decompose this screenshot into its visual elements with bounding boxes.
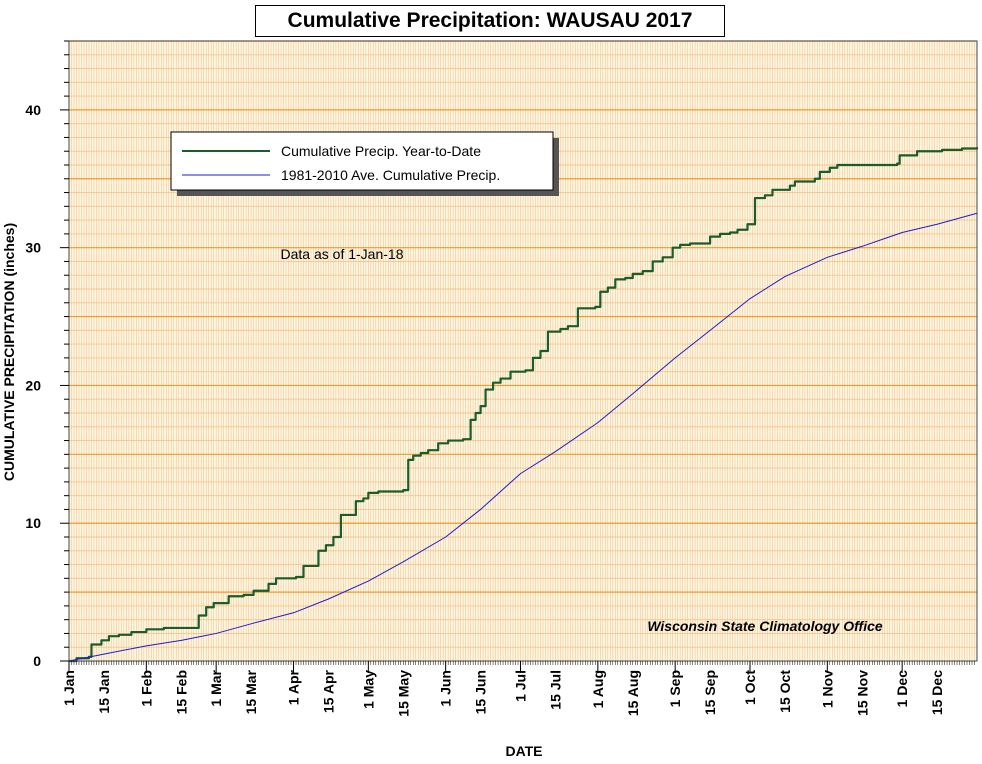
x-tick-label: 15 Sep	[702, 670, 718, 715]
y-tick-label: 0	[33, 653, 41, 669]
y-axis-title: CUMULATIVE PRECIPITATION (inches)	[1, 223, 17, 481]
source-annotation: Wisconsin State Climatology Office	[647, 618, 883, 634]
x-tick-label: 1 Mar	[208, 669, 224, 706]
x-tick-label: 1 Aug	[590, 670, 606, 708]
x-tick-label: 1 Sep	[667, 670, 683, 707]
x-tick-label: 15 Aug	[625, 670, 641, 716]
x-tick-label: 1 Dec	[894, 670, 910, 708]
x-tick-label: 1 Oct	[742, 670, 758, 705]
x-tick-label: 1 Apr	[286, 669, 302, 705]
data-as-of-annotation: Data as of 1-Jan-18	[281, 246, 404, 262]
horizontal-gridlines	[69, 40, 977, 648]
x-tick-label: 15 Jul	[547, 670, 563, 710]
legend-box	[170, 131, 554, 191]
y-tick-label: 40	[25, 102, 41, 118]
legend-label-normal: 1981-2010 Ave. Cumulative Precip.	[281, 167, 500, 183]
x-axis: 1 Jan 15 Jan 1 Feb 15 Feb 1 Mar 15 Mar 1 Apr 15…	[61, 661, 975, 717]
x-tick-label: 1 Feb	[138, 670, 154, 707]
x-tick-label: 15 Jan	[96, 670, 112, 714]
x-tick-label: 15 Apr	[320, 669, 336, 713]
x-tick-label: 1 Jun	[438, 670, 454, 707]
x-tick-label: 15 Oct	[777, 670, 793, 713]
series-layer	[68, 147, 979, 663]
x-tick-label: 1 Jan	[61, 670, 77, 706]
x-tick-label: 15 May	[395, 670, 411, 717]
x-tick-label: 1 Nov	[819, 670, 835, 708]
chart-title: Cumulative Precipitation: WAUSAU 2017	[255, 5, 725, 37]
legend: Cumulative Precip. Year-to-Date 1981-201…	[170, 131, 559, 196]
x-tick-label: 15 Jun	[473, 670, 489, 714]
legend-label-ytd: Cumulative Precip. Year-to-Date	[281, 143, 481, 159]
x-tick-label: 1 May	[360, 670, 376, 709]
x-tick-label: 1 Jul	[513, 670, 529, 702]
y-tick-label: 20	[25, 377, 41, 393]
x-tick-label: 15 Feb	[173, 670, 189, 714]
series-line-year-to-date	[69, 147, 979, 663]
y-tick-label: 30	[25, 240, 41, 256]
x-tick-label: 15 Mar	[243, 669, 259, 714]
x-tick-label: 15 Nov	[854, 670, 870, 716]
y-tick-label: 10	[25, 515, 41, 531]
series-line-normal	[68, 212, 978, 662]
x-tick-label: 15 Dec	[929, 670, 945, 715]
y-axis: 0 10 20 30 40	[25, 40, 69, 669]
x-axis-title: DATE	[505, 743, 542, 759]
